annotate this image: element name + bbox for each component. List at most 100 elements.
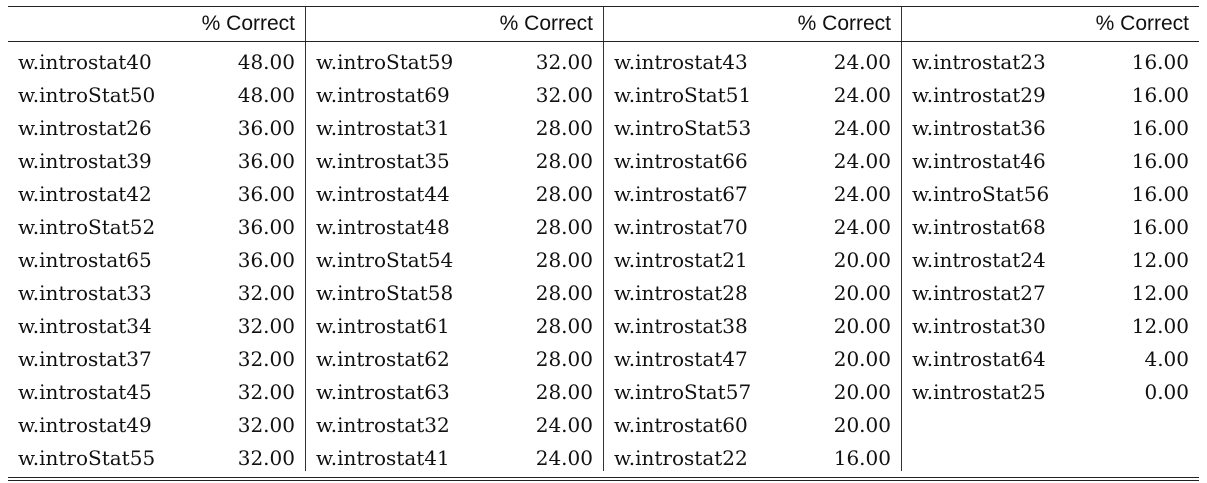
row-percent-correct: 32.00 <box>237 446 295 470</box>
row-percent-correct: 32.00 <box>535 50 593 74</box>
row-item-name: w.introstat66 <box>614 149 748 173</box>
table-row: w.introStat53 24.00 <box>614 112 893 145</box>
row-item-name: w.introstat65 <box>18 248 152 272</box>
row-item-name: w.introstat25 <box>912 380 1046 404</box>
row-percent-correct: 24.00 <box>833 215 891 239</box>
row-item-name: w.introStat58 <box>316 281 454 305</box>
table-body-column-4: w.introstat23 16.00 w.introstat29 16.00 w.in… <box>901 42 1199 471</box>
row-percent-correct: 36.00 <box>237 182 295 206</box>
row-percent-correct: 20.00 <box>833 380 891 404</box>
row-item-name: w.introstat32 <box>316 413 450 437</box>
row-item-name: w.introstat21 <box>614 248 748 272</box>
table-body-column-2: w.introStat59 32.00 w.introstat69 32.00 w.in… <box>305 42 603 471</box>
row-item-name: w.introstat60 <box>614 413 748 437</box>
row-percent-correct: 12.00 <box>1131 314 1189 338</box>
row-percent-correct: 24.00 <box>833 50 891 74</box>
table-row: w.introstat31 28.00 <box>316 112 595 145</box>
table-row: w.introStat56 16.00 <box>912 178 1191 211</box>
row-item-name: w.introstat36 <box>912 116 1046 140</box>
table-row: w.introstat34 32.00 <box>18 310 297 343</box>
table-row: w.introstat49 32.00 <box>18 409 297 442</box>
table-column-2: % Correct <box>305 7 603 41</box>
row-item-name: w.introStat53 <box>614 116 752 140</box>
table-row: w.introstat47 20.00 <box>614 343 893 376</box>
table-column-4: % Correct <box>901 7 1199 41</box>
row-percent-correct: 28.00 <box>535 380 593 404</box>
row-percent-correct: 32.00 <box>237 347 295 371</box>
table-bottom-rule-double <box>8 480 1199 481</box>
row-percent-correct: 28.00 <box>535 248 593 272</box>
table-row: w.introStat51 24.00 <box>614 79 893 112</box>
table-row: w.introstat24 12.00 <box>912 244 1191 277</box>
row-percent-correct: 32.00 <box>237 380 295 404</box>
row-percent-correct: 36.00 <box>237 116 295 140</box>
table-top-rule <box>8 6 1199 7</box>
row-percent-correct: 0.00 <box>1144 380 1189 404</box>
table-column-3: % Correct <box>603 7 901 41</box>
row-percent-correct: 36.00 <box>237 215 295 239</box>
column-header: % Correct <box>1095 12 1189 35</box>
row-item-name: w.introStat52 <box>18 215 156 239</box>
row-percent-correct: 20.00 <box>833 314 891 338</box>
row-item-name: w.introstat70 <box>614 215 748 239</box>
table-row: w.introstat39 36.00 <box>18 145 297 178</box>
row-item-name: w.introStat51 <box>614 83 752 107</box>
row-item-name: w.introstat31 <box>316 116 450 140</box>
results-table: % Correct % Correct % Correct % Correct … <box>8 6 1199 481</box>
row-item-name: w.introstat64 <box>912 347 1046 371</box>
row-item-name: w.introStat57 <box>614 380 752 404</box>
table-row: w.introstat63 28.00 <box>316 376 595 409</box>
row-percent-correct: 48.00 <box>237 83 295 107</box>
row-item-name: w.introStat54 <box>316 248 454 272</box>
row-item-name: w.introstat39 <box>18 149 152 173</box>
row-item-name: w.introstat37 <box>18 347 152 371</box>
row-percent-correct: 28.00 <box>535 347 593 371</box>
table-row: w.introstat48 28.00 <box>316 211 595 244</box>
row-percent-correct: 20.00 <box>833 281 891 305</box>
table-row: w.introstat40 48.00 <box>18 46 297 79</box>
row-percent-correct: 48.00 <box>237 50 295 74</box>
row-percent-correct: 32.00 <box>237 281 295 305</box>
row-percent-correct: 16.00 <box>1131 83 1189 107</box>
row-item-name: w.introstat47 <box>614 347 748 371</box>
row-percent-correct: 28.00 <box>535 116 593 140</box>
row-percent-correct: 16.00 <box>1131 116 1189 140</box>
row-item-name: w.introstat30 <box>912 314 1046 338</box>
row-item-name: w.introstat69 <box>316 83 450 107</box>
table-row: w.introStat54 28.00 <box>316 244 595 277</box>
table-row: w.introstat29 16.00 <box>912 79 1191 112</box>
table-row: w.introstat65 36.00 <box>18 244 297 277</box>
table-row: w.introStat59 32.00 <box>316 46 595 79</box>
row-item-name: w.introStat59 <box>316 50 454 74</box>
row-item-name: w.introstat42 <box>18 182 152 206</box>
table-row: w.introstat21 20.00 <box>614 244 893 277</box>
table-row: w.introStat52 36.00 <box>18 211 297 244</box>
table-row: w.introstat38 20.00 <box>614 310 893 343</box>
row-percent-correct: 12.00 <box>1131 248 1189 272</box>
table-row: w.introstat28 20.00 <box>614 277 893 310</box>
row-item-name: w.introstat68 <box>912 215 1046 239</box>
table-row: w.introstat42 36.00 <box>18 178 297 211</box>
row-percent-correct: 32.00 <box>535 83 593 107</box>
row-item-name: w.introstat33 <box>18 281 152 305</box>
table-body-column-1: w.introstat40 48.00 w.introStat50 48.00 w.in… <box>8 42 305 471</box>
row-item-name: w.introstat35 <box>316 149 450 173</box>
row-percent-correct: 24.00 <box>535 413 593 437</box>
table-row: w.introstat36 16.00 <box>912 112 1191 145</box>
row-percent-correct: 32.00 <box>237 314 295 338</box>
table-header-row: % Correct % Correct % Correct % Correct <box>8 7 1199 41</box>
table-row: w.introStat50 48.00 <box>18 79 297 112</box>
table-row: w.introstat27 12.00 <box>912 277 1191 310</box>
row-item-name: w.introstat34 <box>18 314 152 338</box>
table-row: w.introstat44 28.00 <box>316 178 595 211</box>
row-item-name: w.introstat29 <box>912 83 1046 107</box>
row-percent-correct: 4.00 <box>1144 347 1189 371</box>
table-column-1: % Correct <box>8 7 305 41</box>
row-item-name: w.introstat45 <box>18 380 152 404</box>
table-row: w.introstat62 28.00 <box>316 343 595 376</box>
row-percent-correct: 20.00 <box>833 413 891 437</box>
table-row: w.introstat66 24.00 <box>614 145 893 178</box>
row-item-name: w.introstat43 <box>614 50 748 74</box>
row-item-name: w.introstat44 <box>316 182 450 206</box>
table-row: w.introstat46 16.00 <box>912 145 1191 178</box>
